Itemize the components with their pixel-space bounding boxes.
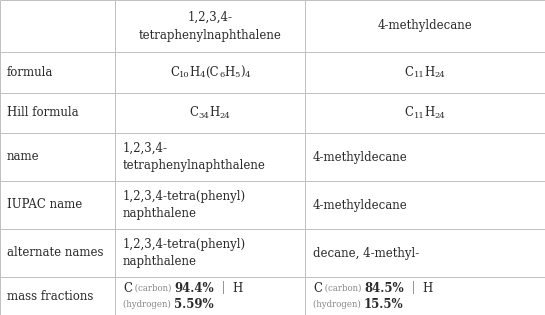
Text: ): ) <box>240 66 245 79</box>
Text: 15.5%: 15.5% <box>364 297 403 311</box>
Text: C: C <box>404 66 414 79</box>
Text: C: C <box>313 282 322 295</box>
Text: H: H <box>233 282 243 295</box>
Text: alternate names: alternate names <box>7 247 104 260</box>
Text: C: C <box>123 282 132 295</box>
Text: (carbon): (carbon) <box>132 284 174 293</box>
Text: 11: 11 <box>414 112 425 120</box>
Text: (carbon): (carbon) <box>322 284 364 293</box>
Text: 94.4%: 94.4% <box>174 282 214 295</box>
Text: 1,2,3,4-tetra(phenyl)
naphthalene: 1,2,3,4-tetra(phenyl) naphthalene <box>123 238 246 268</box>
Text: H: H <box>209 106 220 119</box>
Text: 1,2,3,4-tetra(phenyl)
naphthalene: 1,2,3,4-tetra(phenyl) naphthalene <box>123 190 246 220</box>
Text: (C: (C <box>205 66 219 79</box>
Text: C: C <box>190 106 198 119</box>
Text: H: H <box>224 66 234 79</box>
Text: H: H <box>423 282 433 295</box>
Text: 4-methyldecane: 4-methyldecane <box>378 20 473 32</box>
Text: H: H <box>190 66 200 79</box>
Text: 24: 24 <box>220 112 231 120</box>
Text: H: H <box>425 66 434 79</box>
Text: |: | <box>404 282 423 295</box>
Text: formula: formula <box>7 66 53 79</box>
Text: 5.59%: 5.59% <box>174 297 213 311</box>
Text: IUPAC name: IUPAC name <box>7 198 82 211</box>
Text: 34: 34 <box>198 112 209 120</box>
Text: decane, 4-methyl-: decane, 4-methyl- <box>313 247 419 260</box>
Text: 4: 4 <box>200 71 205 79</box>
Text: (hydrogen): (hydrogen) <box>123 300 174 309</box>
Text: Hill formula: Hill formula <box>7 106 78 119</box>
Text: C: C <box>404 106 414 119</box>
Text: mass fractions: mass fractions <box>7 289 93 302</box>
Text: 10: 10 <box>179 71 190 79</box>
Text: H: H <box>425 106 434 119</box>
Text: 1,2,3,4-
tetraphenylnaphthalene: 1,2,3,4- tetraphenylnaphthalene <box>138 10 281 42</box>
Text: 24: 24 <box>434 71 445 79</box>
Text: 11: 11 <box>414 71 425 79</box>
Text: (hydrogen): (hydrogen) <box>313 300 364 309</box>
Text: 1,2,3,4-
tetraphenylnaphthalene: 1,2,3,4- tetraphenylnaphthalene <box>123 142 266 172</box>
Text: 6: 6 <box>219 71 224 79</box>
Text: |: | <box>214 282 233 295</box>
Text: 84.5%: 84.5% <box>364 282 404 295</box>
Text: 4-methyldecane: 4-methyldecane <box>313 151 408 163</box>
Text: name: name <box>7 151 40 163</box>
Text: 4-methyldecane: 4-methyldecane <box>313 198 408 211</box>
Text: 24: 24 <box>434 112 445 120</box>
Text: 4: 4 <box>245 71 250 79</box>
Text: C: C <box>170 66 179 79</box>
Text: 5: 5 <box>234 71 240 79</box>
